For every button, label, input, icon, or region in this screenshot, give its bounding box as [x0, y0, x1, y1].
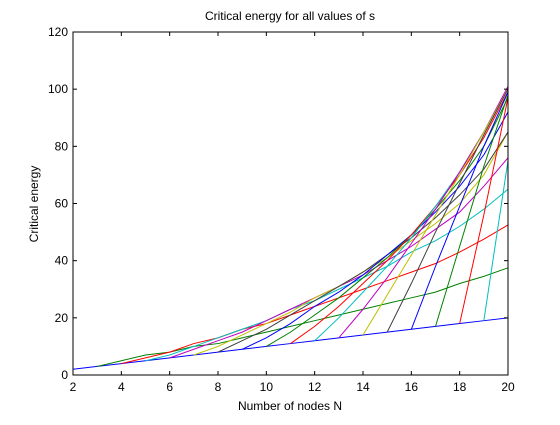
x-tick-label: 20	[501, 380, 515, 394]
y-axis-label: Critical energy	[27, 166, 41, 243]
series-line-15	[410, 91, 509, 330]
x-axis: 2 4 6 8 10 12 14 16 18 20	[70, 32, 515, 394]
x-tick-label: 4	[118, 380, 125, 394]
series-line-7	[217, 131, 509, 353]
series-line-16	[435, 94, 509, 327]
y-tick-label: 0	[61, 368, 68, 382]
series-line-17	[459, 97, 509, 324]
y-tick-label: 100	[48, 82, 68, 96]
y-tick-label: 20	[55, 311, 69, 325]
x-axis-label: Number of nodes N	[238, 399, 342, 413]
series-layer	[72, 86, 509, 370]
plot-area	[73, 32, 508, 375]
y-tick-label: 60	[55, 197, 69, 211]
x-tick-label: 12	[308, 380, 322, 394]
series-line-8	[241, 111, 509, 350]
x-tick-label: 16	[405, 380, 419, 394]
y-tick-label: 80	[55, 139, 69, 153]
x-tick-label: 14	[356, 380, 370, 394]
y-tick-label: 120	[48, 25, 68, 39]
series-line-10	[290, 91, 509, 344]
x-tick-label: 18	[453, 380, 467, 394]
x-tick-label: 10	[260, 380, 274, 394]
series-line-14	[386, 88, 509, 333]
x-tick-label: 6	[166, 380, 173, 394]
y-tick-label: 40	[55, 254, 69, 268]
series-line-18	[483, 160, 509, 321]
series-line-13	[362, 88, 509, 336]
x-tick-label: 8	[215, 380, 222, 394]
series-line-4	[145, 188, 509, 362]
series-line-9	[266, 97, 509, 347]
y-axis: 0 20 40 60 80 100 120	[48, 25, 508, 382]
chart-title: Critical energy for all values of s	[205, 9, 375, 23]
x-tick-label: 2	[70, 380, 77, 394]
